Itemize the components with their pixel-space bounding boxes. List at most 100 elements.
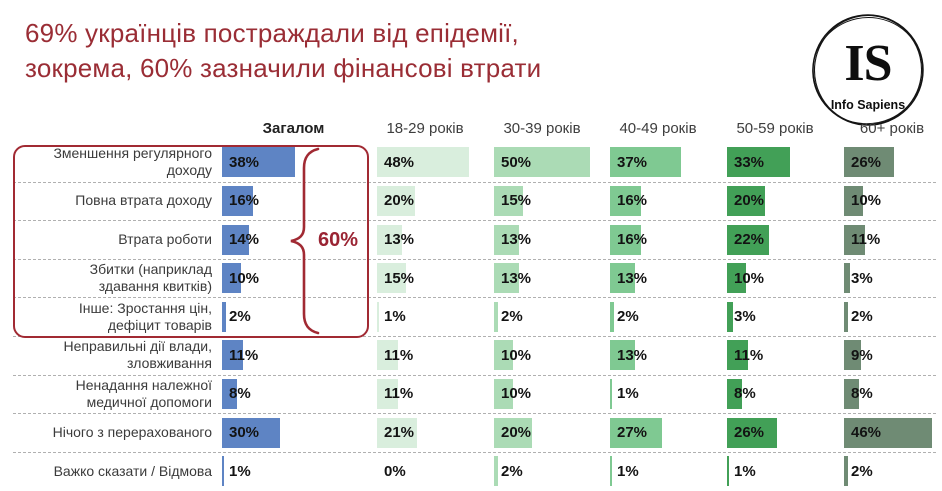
bar-value-label: 10% <box>501 346 532 364</box>
bar <box>494 340 514 371</box>
bar <box>610 224 641 255</box>
bar <box>727 340 749 371</box>
bar-value-label: 0% <box>384 462 406 480</box>
bar <box>844 301 848 332</box>
bar-value-label: 13% <box>384 230 415 248</box>
bar <box>377 147 470 178</box>
bar-value-label: 1% <box>229 462 251 480</box>
bar <box>844 378 860 409</box>
bar-value-label: 48% <box>384 153 415 171</box>
bar-value-label: 46% <box>851 423 882 441</box>
bar-value-label: 13% <box>617 269 648 287</box>
bar <box>727 263 747 294</box>
column-header-3: 30-39 років <box>503 119 581 137</box>
bar <box>610 185 641 216</box>
bar <box>377 185 416 216</box>
bar-value-label: 2% <box>851 308 873 326</box>
bar-value-label: 8% <box>229 385 251 403</box>
bar-value-label: 1% <box>384 308 406 326</box>
bar-value-label: 1% <box>617 385 639 403</box>
bar <box>727 456 730 487</box>
bar-value-label: 22% <box>734 230 765 248</box>
bar <box>610 301 614 332</box>
bar <box>610 263 635 294</box>
bar <box>222 378 238 409</box>
row-separator <box>13 220 936 222</box>
bar <box>727 224 770 255</box>
bar-value-label: 16% <box>229 192 260 210</box>
row-label: Повна втрата доходу <box>75 192 212 209</box>
bar <box>222 185 253 216</box>
page-title-line-1: 69% українців постраждали від епідемії, <box>25 18 519 48</box>
bar <box>222 340 244 371</box>
bar <box>844 456 848 487</box>
bar <box>610 456 613 487</box>
bar <box>222 147 295 178</box>
bar <box>222 263 242 294</box>
bar <box>610 378 613 409</box>
bar <box>610 417 662 448</box>
bar <box>222 224 249 255</box>
row-separator <box>13 181 936 183</box>
bar-value-label: 16% <box>617 230 648 248</box>
bar-value-label: 16% <box>617 192 648 210</box>
bar <box>377 378 399 409</box>
page-title-line-2: зокрема, 60% зазначили фінансові втрати <box>25 53 542 84</box>
bar <box>377 340 399 371</box>
bar-value-label: 50% <box>501 153 532 171</box>
bar-value-label: 9% <box>851 346 873 364</box>
bar-value-label: 2% <box>229 308 251 326</box>
bar-value-label: 33% <box>734 153 765 171</box>
column-header-4: 40-49 років <box>619 119 697 137</box>
bar <box>844 147 894 178</box>
bar <box>494 456 498 487</box>
bar <box>844 224 866 255</box>
row-label: Ненадання належної медичної допомоги <box>75 376 212 410</box>
row-label: Інше: Зростання цін, дефіцит товарів <box>78 299 212 333</box>
bar-value-label: 30% <box>229 423 260 441</box>
bar-value-label: 2% <box>501 462 523 480</box>
bar <box>494 147 590 178</box>
bar-value-label: 21% <box>384 423 415 441</box>
bar-value-label: 1% <box>617 462 639 480</box>
bar-value-label: 15% <box>501 192 532 210</box>
bar-value-label: 15% <box>384 269 415 287</box>
bar-value-label: 11% <box>229 346 259 364</box>
bar <box>844 263 850 294</box>
bar <box>727 301 733 332</box>
bar-value-label: 14% <box>229 230 260 248</box>
bar <box>494 263 519 294</box>
row-label: Важко сказати / Відмова <box>53 462 212 479</box>
row-label: Збитки (наприклад здавання квитків) <box>89 261 212 295</box>
bar-value-label: 11% <box>851 230 881 248</box>
bar <box>494 417 533 448</box>
bar <box>377 301 380 332</box>
bar <box>377 263 406 294</box>
bar-value-label: 38% <box>229 153 260 171</box>
bar <box>494 378 514 409</box>
bar-value-label: 11% <box>384 385 414 403</box>
bar <box>844 340 862 371</box>
row-separator <box>13 374 936 376</box>
bar <box>727 378 743 409</box>
bar <box>610 340 635 371</box>
bar-value-label: 26% <box>734 423 765 441</box>
column-header-5: 50-59 років <box>736 119 814 137</box>
bar-value-label: 26% <box>851 153 882 171</box>
financial-loss-total-label: 60% <box>318 229 359 251</box>
bar <box>844 417 933 448</box>
info-sapiens-logo: IS Info Sapiens <box>808 12 928 130</box>
bar <box>844 185 864 216</box>
row-separator <box>13 336 936 337</box>
row-label: Неправильні дії влади, зловживання <box>63 338 212 372</box>
bar-value-label: 11% <box>734 346 764 364</box>
row-label: Зменшення регулярного доходу <box>53 145 212 179</box>
bar-value-label: 13% <box>617 346 648 364</box>
row-label: Нічого з перерахованого <box>52 423 212 440</box>
column-header-1: Загалом <box>262 119 325 137</box>
bar-value-label: 20% <box>501 423 532 441</box>
bar <box>727 147 791 178</box>
bar-value-label: 10% <box>734 269 765 287</box>
bar-value-label: 2% <box>851 462 873 480</box>
bar <box>494 301 498 332</box>
